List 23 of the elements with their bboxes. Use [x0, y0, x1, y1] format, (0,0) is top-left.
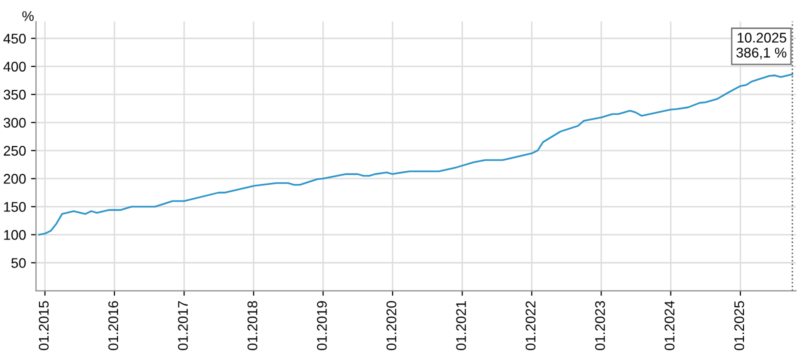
x-tick-label: 01.2016 [108, 301, 118, 350]
x-tick-label: 01.2022 [526, 301, 536, 350]
x-tick-label: 01.2024 [664, 300, 674, 350]
x-tick-label: 01.2018 [248, 301, 258, 350]
x-tick-label: 01.2020 [386, 301, 396, 350]
y-tick-label: 300 [4, 118, 26, 128]
x-tick-label: 01.2019 [316, 301, 327, 350]
y-tick-label: 100 [4, 230, 26, 240]
line-series [38, 73, 794, 236]
y-tick-label: 400 [3, 62, 26, 72]
x-tick-label: 01.2015 [38, 301, 49, 350]
y-tick-label: 350 [4, 90, 26, 100]
x-tick-label: 01.2023 [595, 301, 605, 350]
y-axis-title: % [22, 11, 34, 21]
annotation: 10.2025 386,1 % [736, 32, 786, 60]
x-tick-label: 01.2017 [178, 301, 188, 350]
y-tick-label: 250 [4, 146, 26, 156]
y-tick-label: 200 [4, 174, 26, 184]
x-tick-label: 01.2025 [734, 301, 744, 350]
x-tick-label: 01.2021 [456, 301, 466, 350]
y-tick-label: 50 [11, 258, 26, 268]
y-tick-label: 150 [4, 202, 26, 212]
y-tick-label: 450 [3, 34, 26, 44]
